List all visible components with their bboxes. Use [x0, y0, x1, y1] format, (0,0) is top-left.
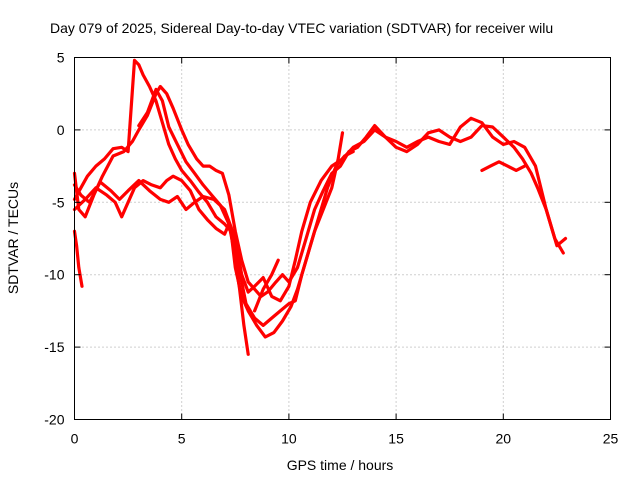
- series-track-2: [72, 116, 568, 303]
- y-tick-label: -10: [44, 267, 64, 283]
- chart-title: Day 079 of 2025, Sidereal Day-to-day VTE…: [50, 20, 553, 36]
- plot-frame: [74, 57, 611, 420]
- y-axis-label: SDTVAR / TECUs: [5, 182, 21, 294]
- data-series: [72, 58, 568, 356]
- series-track-7: [480, 160, 527, 172]
- axis-ticks: 0 5 10 15 20 25 -20 -15 -10 -5 0 5: [44, 50, 618, 447]
- y-tick-label: -5: [52, 194, 65, 210]
- series-track-6: [137, 87, 355, 327]
- x-tick-label: 25: [603, 431, 619, 447]
- y-tick-label: -15: [44, 339, 64, 355]
- x-tick-label: 0: [71, 431, 79, 447]
- series-track-5: [72, 174, 250, 356]
- x-tick-label: 10: [281, 431, 297, 447]
- x-tick-label: 15: [388, 431, 404, 447]
- y-tick-label: 0: [57, 122, 65, 138]
- series-track-3: [72, 84, 565, 298]
- series-track-1: [72, 229, 84, 288]
- series-track-8: [253, 258, 280, 313]
- x-tick-label: 20: [496, 431, 512, 447]
- grid-lines: [74, 57, 611, 420]
- y-tick-label: 5: [57, 50, 65, 66]
- y-tick-label: -20: [44, 412, 64, 428]
- x-tick-label: 5: [178, 431, 186, 447]
- x-axis-label: GPS time / hours: [287, 457, 394, 473]
